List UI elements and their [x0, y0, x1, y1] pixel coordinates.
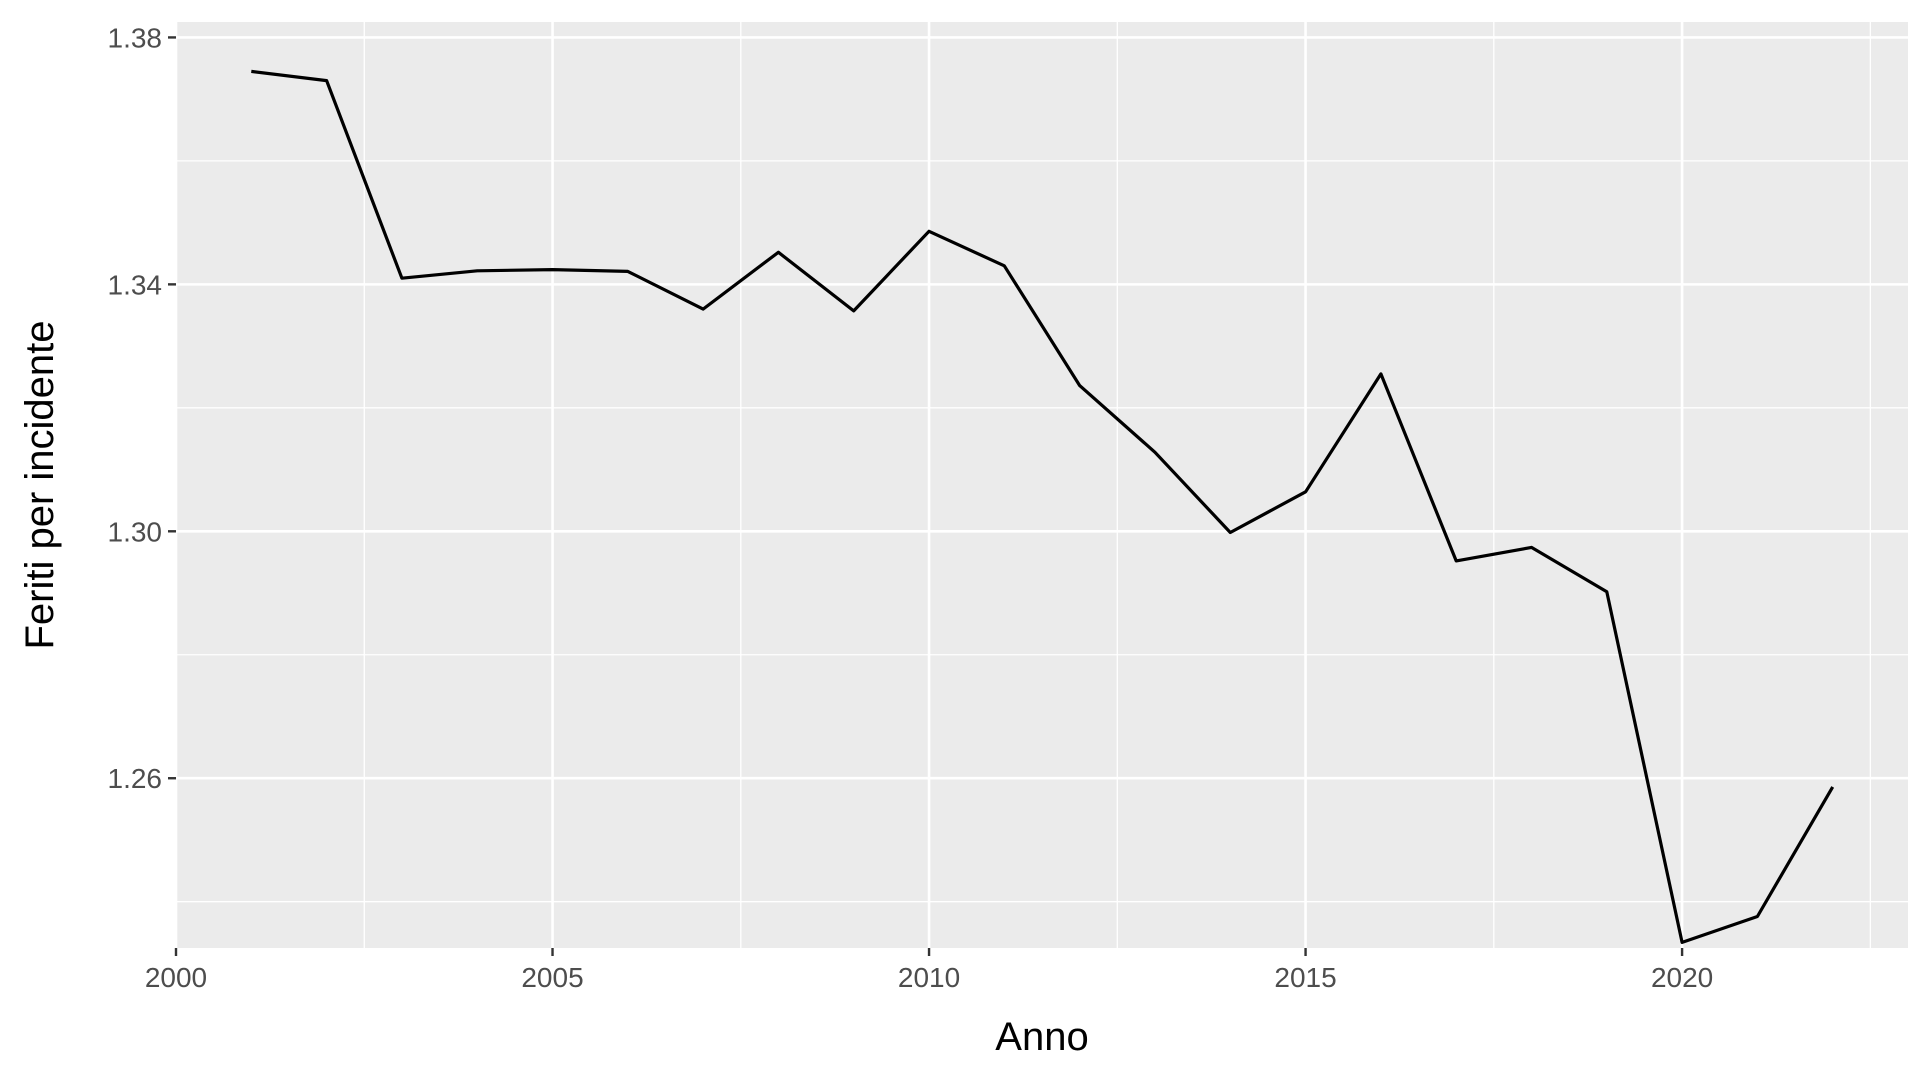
plot-panel: [176, 22, 1908, 948]
series-line: [251, 69, 1835, 945]
y-axis-tick-labels: 1.26 1.30 1.34 1.38: [108, 22, 163, 794]
y-tick-label: 1.30: [108, 516, 163, 547]
y-axis-title: Feriti per incidente: [18, 320, 62, 649]
x-axis-tick-labels: 2000 2005 2010 2015 2020: [145, 962, 1713, 993]
y-tick-label: 1.34: [108, 269, 163, 300]
x-tick-label: 2015: [1274, 962, 1336, 993]
x-tick-label: 2010: [898, 962, 960, 993]
axis-ticks: [168, 36, 1684, 956]
x-tick-label: 2020: [1651, 962, 1713, 993]
series-layer: [251, 69, 1835, 945]
y-tick-label: 1.38: [108, 22, 163, 53]
major-grid: [174, 22, 1908, 948]
x-tick-label: 2000: [145, 962, 207, 993]
y-tick-label: 1.26: [108, 763, 163, 794]
x-axis-title: Anno: [995, 1015, 1088, 1059]
x-tick-label: 2005: [521, 962, 583, 993]
